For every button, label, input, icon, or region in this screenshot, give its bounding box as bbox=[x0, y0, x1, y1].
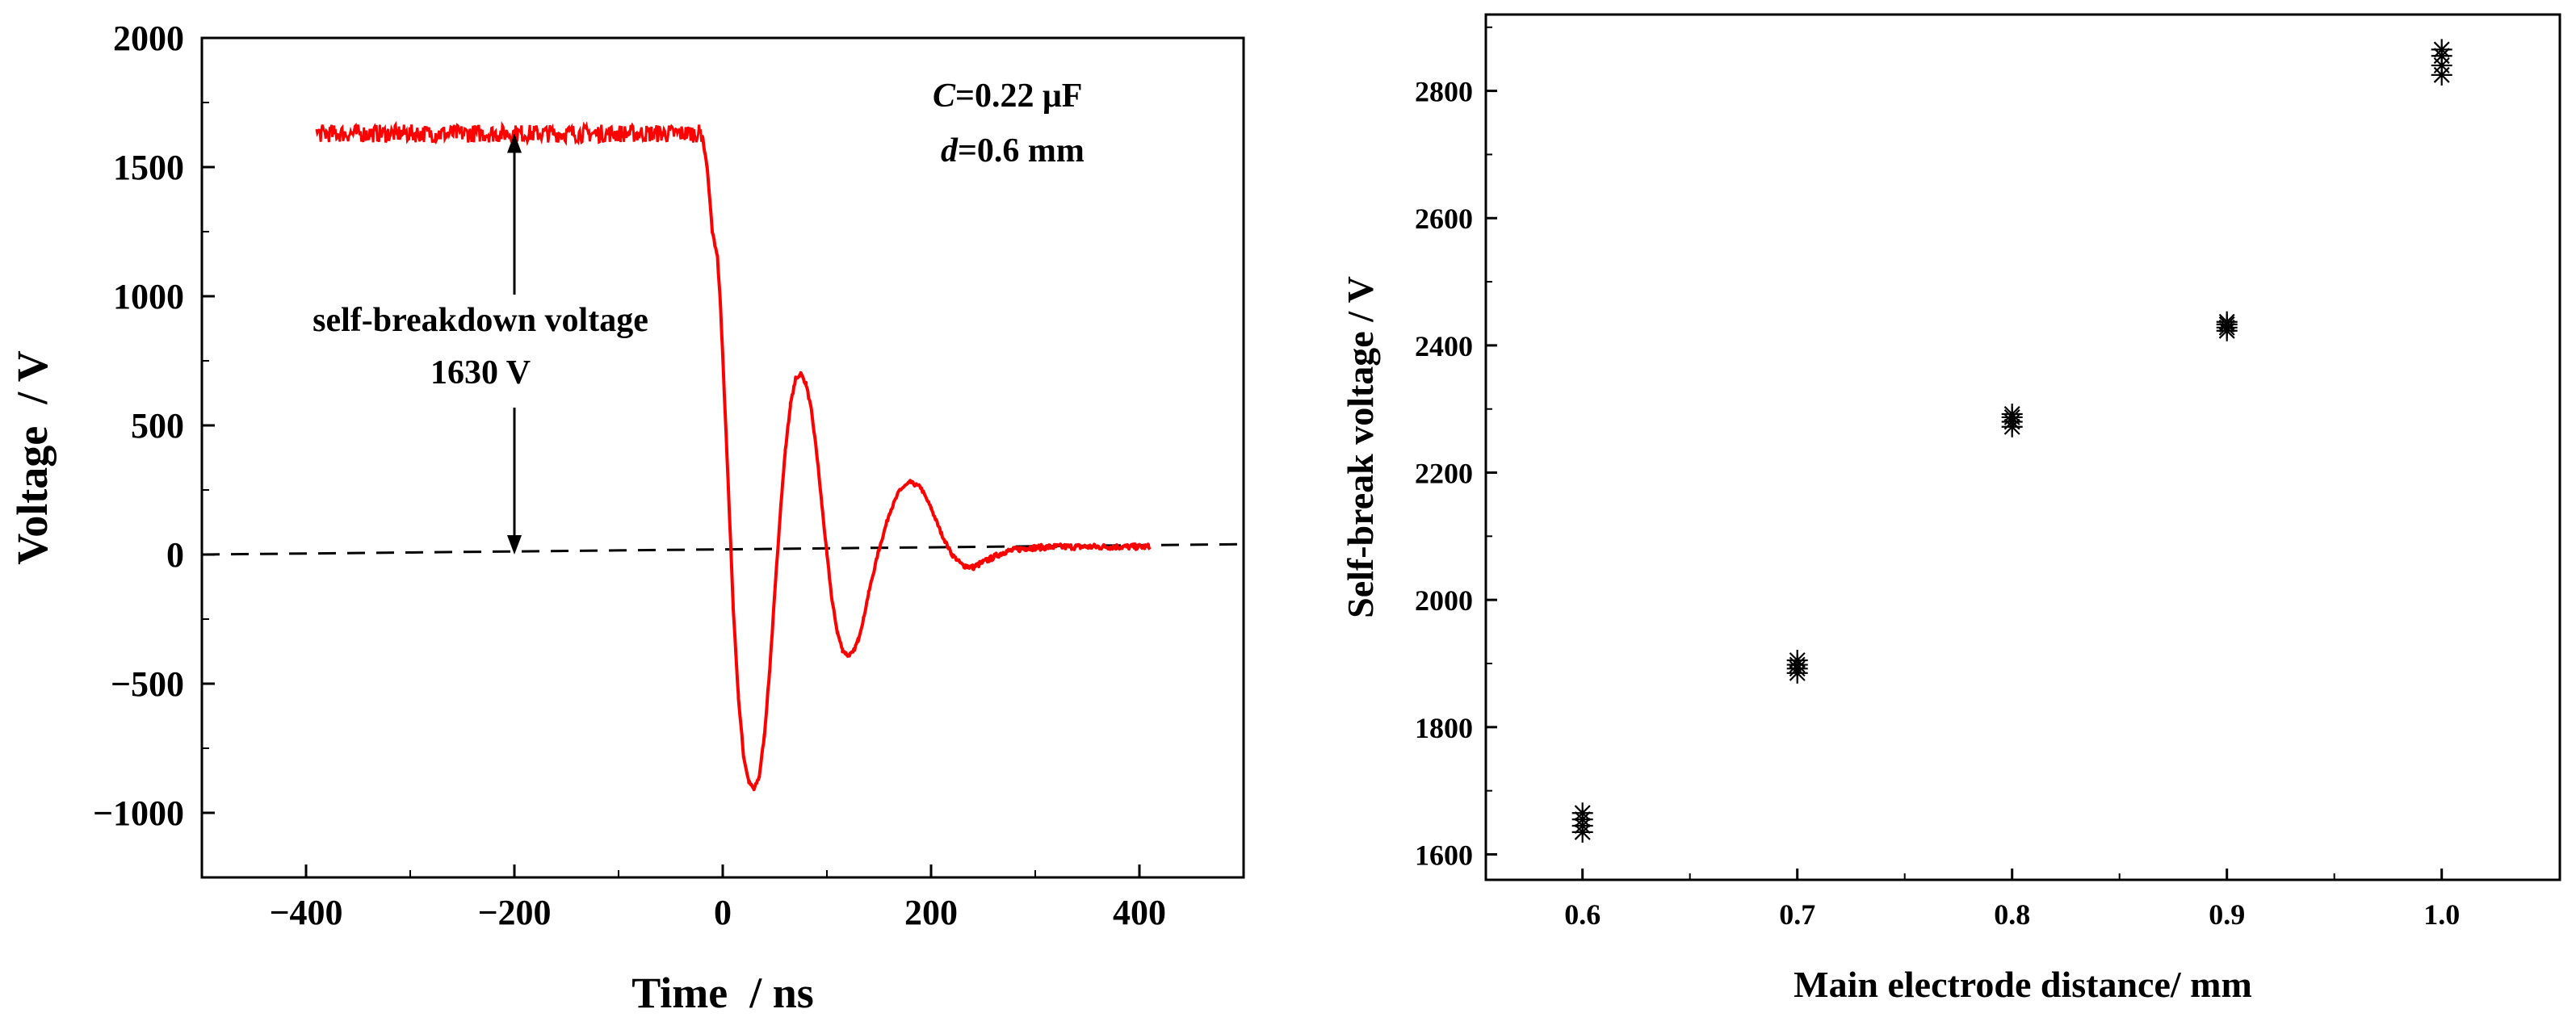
data-point-asterisk bbox=[2216, 311, 2238, 333]
voltage-plateau-noise bbox=[315, 120, 703, 146]
arrow-head-down bbox=[507, 535, 522, 555]
left-x-tick-label: 200 bbox=[904, 893, 958, 932]
right-x-tick-label: 0.9 bbox=[2209, 898, 2245, 931]
data-point-asterisk bbox=[1786, 650, 1808, 672]
right-y-tick-label: 2000 bbox=[1415, 584, 1473, 617]
right-x-tick-label: 0.6 bbox=[1564, 898, 1601, 931]
right-x-tick-label: 1.0 bbox=[2423, 898, 2460, 931]
data-point-asterisk bbox=[2431, 39, 2452, 61]
right-x-tick-label: 0.8 bbox=[1994, 898, 2030, 931]
data-point-asterisk bbox=[2001, 404, 2023, 425]
right-plot-frame bbox=[1484, 13, 2561, 881]
left-plot-frame bbox=[200, 36, 1245, 879]
left-y-tick-label: 500 bbox=[131, 406, 184, 446]
left-x-tick-label: 400 bbox=[1113, 893, 1166, 932]
right-y-tick-label: 2600 bbox=[1415, 203, 1473, 235]
right-y-tick-label: 1600 bbox=[1415, 839, 1473, 871]
left-x-tick-label: 0 bbox=[714, 893, 732, 932]
capacitance-annotation: C=0.22 μF bbox=[933, 77, 1082, 115]
right-y-tick-label: 2800 bbox=[1415, 76, 1473, 108]
right-y-tick-label: 1800 bbox=[1415, 712, 1473, 744]
right-y-tick-label: 2400 bbox=[1415, 330, 1473, 362]
capacitance-value: =0.22 μF bbox=[955, 77, 1082, 115]
self-breakdown-arrow bbox=[507, 133, 522, 555]
capacitance-var: C bbox=[933, 77, 956, 115]
left-y-tick-label: −1000 bbox=[93, 793, 184, 833]
arrow-head-up bbox=[507, 133, 522, 153]
right-y-tick-label: 2200 bbox=[1415, 458, 1473, 490]
right-y-axis-label: Self-break voltage / V bbox=[1340, 276, 1381, 618]
left-chart-voltage-waveform: −400 −200 0 200 400 −1000 −500 0 500 1000 1500 200… bbox=[8, 19, 1245, 1017]
arrow-label-line2: 1630 V bbox=[430, 354, 531, 391]
left-y-tick-label: −500 bbox=[111, 664, 184, 704]
distance-var: d bbox=[941, 132, 959, 170]
distance-value: =0.6 mm bbox=[958, 132, 1085, 170]
left-x-axis-label: Time / ns bbox=[631, 969, 814, 1017]
data-point-asterisk bbox=[1571, 802, 1593, 824]
right-chart-self-break-voltage: 0.6 0.7 0.8 0.9 1.0 1600 1800 2000 2200 2400 2600… bbox=[1340, 13, 2561, 1005]
left-x-tick-label: −400 bbox=[269, 893, 342, 932]
right-x-tick-label: 0.7 bbox=[1779, 898, 1815, 931]
left-y-tick-label: 0 bbox=[166, 535, 184, 575]
left-x-tick-label: −200 bbox=[477, 893, 551, 932]
left-y-tick-label: 1500 bbox=[113, 148, 184, 187]
right-x-axis-label: Main electrode distance/ mm bbox=[1794, 964, 2252, 1005]
left-y-tick-label: 1000 bbox=[113, 277, 184, 316]
left-y-tick-label: 2000 bbox=[113, 19, 184, 58]
voltage-waveform-line bbox=[700, 134, 1152, 792]
distance-annotation: d=0.6 mm bbox=[941, 132, 1085, 170]
arrow-label-line1: self-breakdown voltage bbox=[313, 302, 648, 339]
left-y-axis-label: Voltage / V bbox=[8, 350, 57, 565]
